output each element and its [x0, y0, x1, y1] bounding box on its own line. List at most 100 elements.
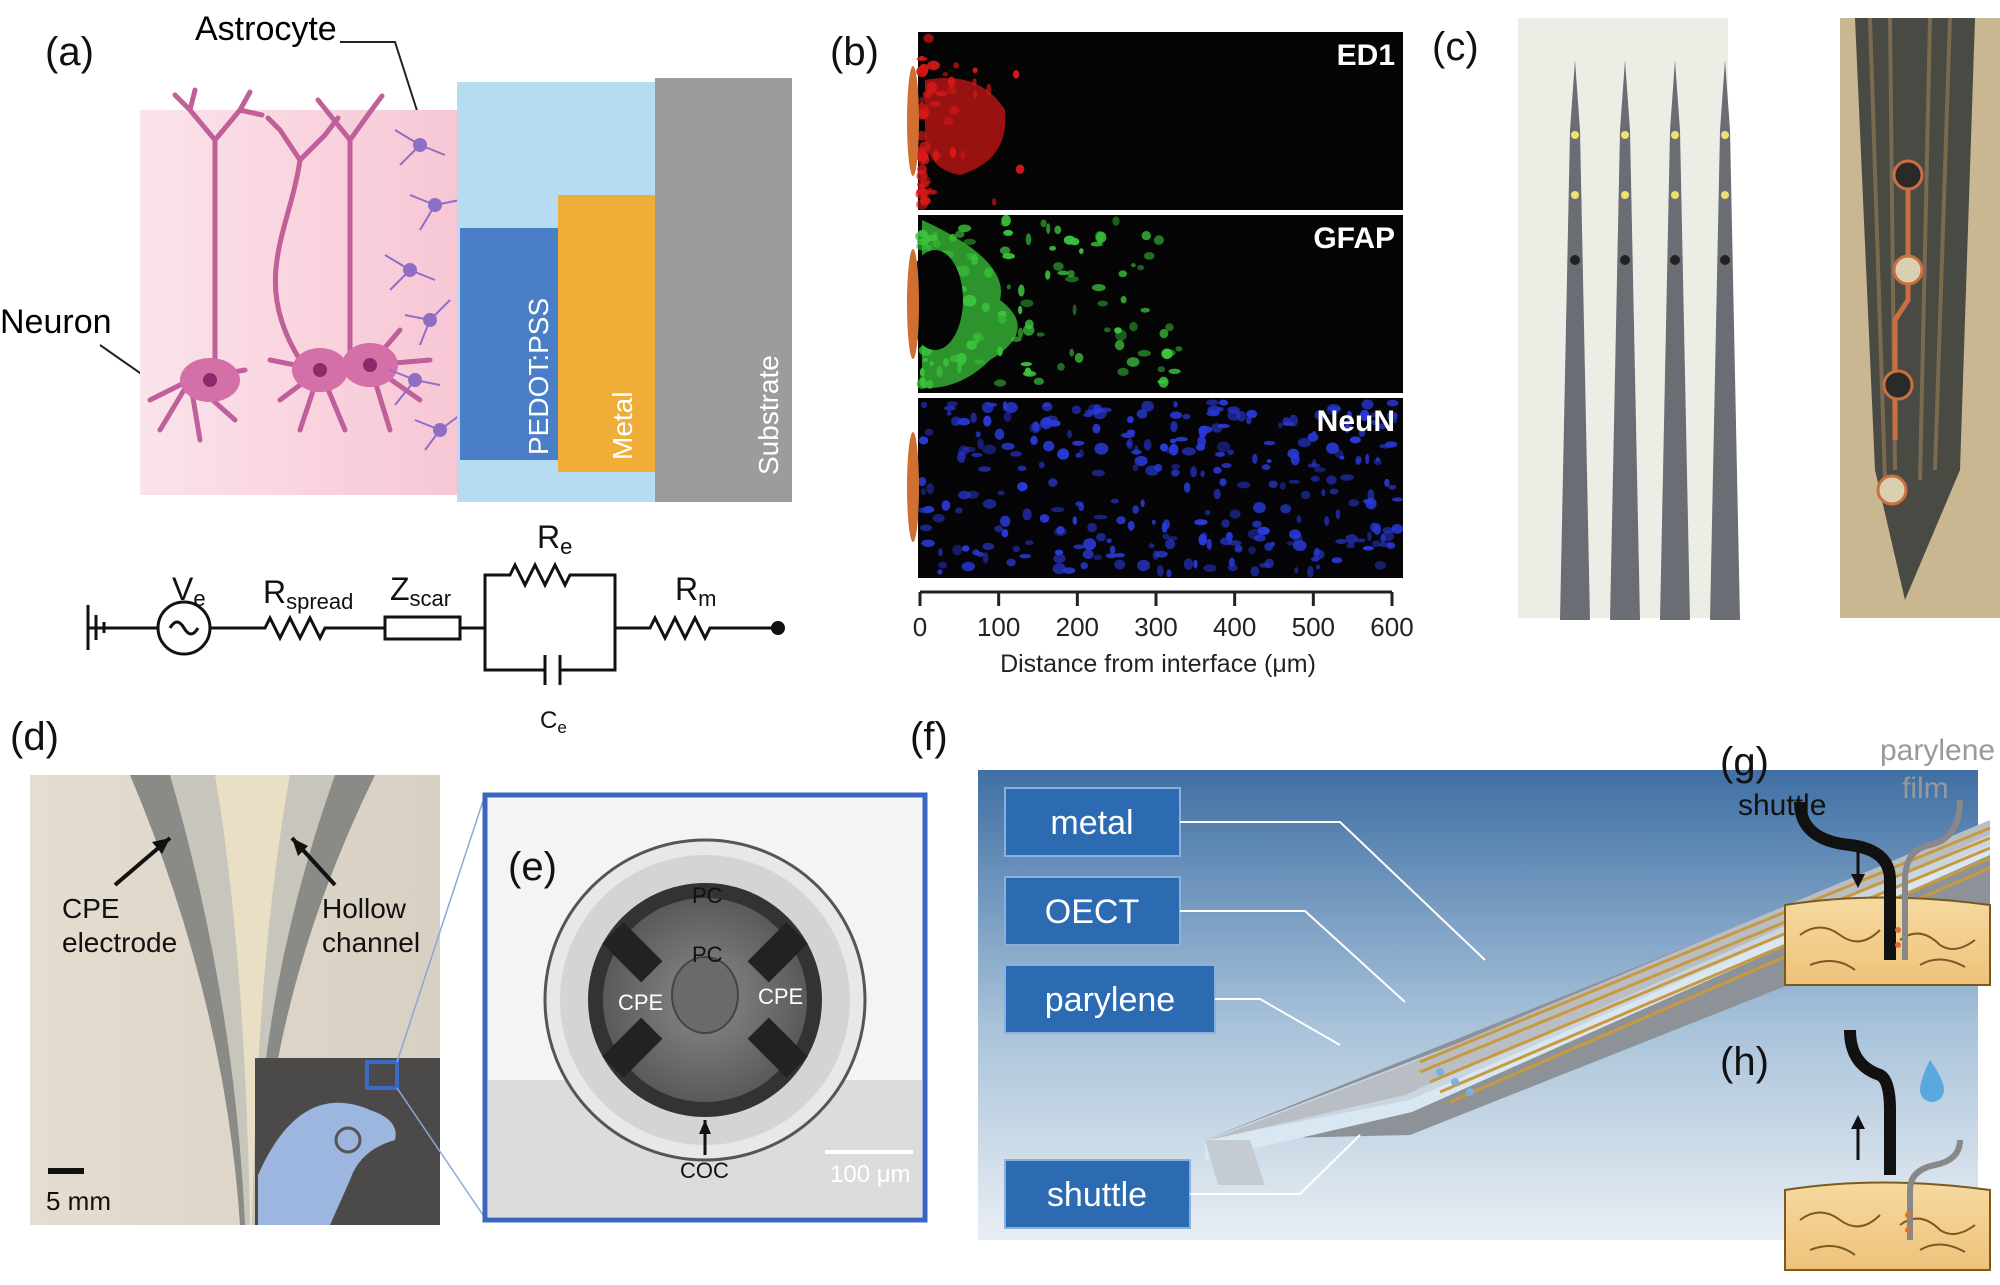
fluorescence-spot — [1024, 319, 1034, 330]
fluorescence-spot — [1252, 520, 1262, 528]
fluorescence-spot — [1090, 241, 1103, 247]
fluorescence-spot — [1268, 480, 1278, 488]
fluorescence-spot — [1116, 516, 1126, 525]
fluorescence-spot — [1025, 233, 1032, 246]
fluorescence-spot — [1012, 545, 1021, 553]
fluorescence-spot — [1229, 509, 1241, 519]
fluorescence-spot — [1261, 464, 1271, 470]
svg-text:Re: Re — [537, 519, 572, 559]
f-label-boxes: metal OECT parylene shuttle — [1004, 787, 1216, 1229]
fluorescence-spot — [924, 428, 934, 436]
fluorescence-spot — [1024, 367, 1032, 376]
fluorescence-spot — [1213, 488, 1221, 500]
fluorescence-spot — [1000, 515, 1011, 527]
fluorescence-spot — [1141, 231, 1152, 241]
fluorescence-spot — [982, 542, 995, 551]
fluorescence-spot — [1117, 367, 1129, 376]
fluorescence-spot — [1017, 465, 1027, 472]
fluorescence-spot — [1355, 538, 1366, 543]
fluorescence-spot — [1289, 529, 1301, 540]
fluorescence-spot — [1054, 549, 1064, 555]
fluorescence-spot — [1270, 541, 1275, 547]
fluorescence-spot — [1339, 455, 1345, 460]
fluorescence-spot — [1367, 531, 1372, 542]
fluorescence-spot — [1141, 400, 1154, 412]
fluorescence-spot — [917, 115, 927, 120]
fluorescence-spot — [926, 187, 933, 193]
fluorescence-spot — [953, 62, 959, 69]
axis-tick-label: 0 — [913, 612, 927, 642]
fluorescence-spot — [961, 561, 976, 572]
fluorescence-spot — [1043, 440, 1055, 452]
fluorescence-spot — [942, 72, 949, 77]
fluorescence-spot — [1065, 275, 1079, 283]
pedot-pss-layer — [460, 228, 558, 460]
fluorescence-spot — [1053, 527, 1067, 537]
fluorescence-spot — [982, 552, 989, 564]
fluorescence-spot — [1297, 437, 1312, 448]
fluorescence-spot — [1033, 377, 1044, 385]
fluorescence-spot — [1290, 453, 1300, 466]
fluorescence-spot — [1072, 304, 1077, 316]
fluorescence-spot — [1156, 565, 1164, 577]
fluorescence-spot — [991, 198, 997, 206]
fluorescence-spot — [1082, 549, 1094, 559]
fluorescence-spot — [1391, 524, 1404, 534]
fluorescence-spot — [1097, 300, 1108, 307]
axis-tick-label: 100 — [977, 612, 1020, 642]
fluorescence-spot — [1163, 349, 1176, 357]
fluorescence-spot — [1253, 502, 1266, 514]
fluorescence-spot — [1155, 550, 1168, 558]
svg-text:Rm: Rm — [675, 571, 716, 611]
fluorescence-spot — [1386, 399, 1399, 407]
fluorescence-spot — [1335, 539, 1347, 544]
fluorescence-spot — [1375, 457, 1380, 463]
fluorescence-spot — [1345, 423, 1350, 433]
fluorescence-spot — [1316, 564, 1320, 570]
fluorescence-spot — [1073, 544, 1085, 550]
fluorescence-spot — [1346, 410, 1353, 423]
fluorescence-spot — [923, 33, 934, 44]
fluorescence-spot — [1278, 422, 1283, 429]
fluorescence-spot — [1003, 411, 1012, 422]
fluorescence-spot — [1160, 443, 1168, 452]
fluorescence-spot — [1083, 538, 1097, 551]
fluorescence-spot — [1335, 509, 1341, 520]
parylene-box — [1004, 964, 1216, 1034]
fluorescence-spot — [1134, 445, 1139, 456]
fluorescence-spot — [978, 466, 991, 472]
fluorescence-spot — [954, 507, 963, 514]
panel-g: (g) shuttle parylene film — [1720, 734, 1995, 986]
fluorescence-spot — [1114, 327, 1122, 334]
fluorescence-spot — [1157, 379, 1168, 385]
fluorescence-spot — [1198, 425, 1213, 434]
neun-image — [918, 398, 1403, 578]
pc-inner-label: PC — [692, 942, 723, 967]
fluorescence-spot — [1326, 475, 1337, 485]
fluorescence-spot — [1096, 231, 1107, 243]
fluorescence-spot — [916, 170, 928, 182]
fluorescence-spot — [1105, 553, 1117, 559]
fluorescence-spot — [1063, 235, 1076, 245]
fluorescence-spot — [1374, 561, 1387, 570]
fluorescence-spot — [1053, 262, 1064, 271]
fluorescence-spot — [1215, 451, 1226, 457]
fluorescence-spot — [937, 569, 943, 575]
fluorescence-spot — [1094, 442, 1109, 455]
parylene-box-label: parylene — [1045, 981, 1175, 1019]
fluorescence-spot — [1019, 554, 1032, 559]
fluorescence-spot — [915, 146, 929, 154]
fluorescence-spot — [1165, 538, 1176, 550]
fluorescence-spot — [1020, 299, 1034, 308]
fluorescence-spot — [1159, 328, 1169, 339]
fluorescence-spot — [963, 238, 976, 245]
fluorescence-spot — [916, 57, 928, 62]
fluorescence-spot — [1346, 542, 1355, 549]
fluorescence-spot — [999, 246, 1011, 255]
fluorescence-spot — [1018, 284, 1025, 297]
fluorescence-spot — [1132, 464, 1139, 472]
cpe-right-label: CPE — [758, 984, 803, 1009]
fluorescence-spot — [1038, 461, 1045, 469]
metal-box — [1004, 787, 1181, 857]
fluorescence-spot — [1006, 558, 1016, 567]
